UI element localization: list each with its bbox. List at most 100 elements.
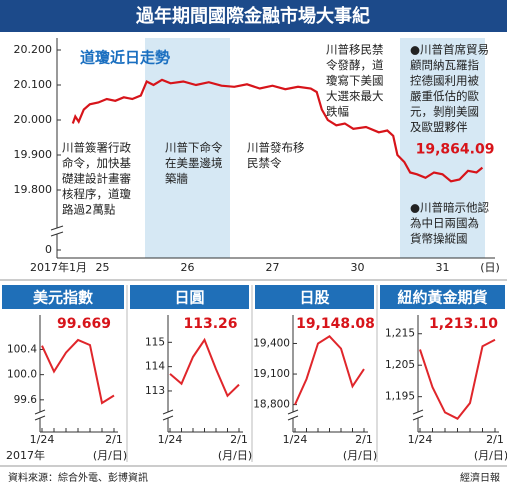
x-unit: (月/日) [474, 449, 507, 462]
annotation: 川普移民禁 [326, 43, 384, 57]
y-tick-label: 19.800 [14, 183, 53, 196]
x-tick-label: 2/1 [486, 433, 504, 446]
x-tick-label: 30 [351, 261, 365, 274]
y-tick-label: 100.4 [7, 343, 37, 355]
x-tick-label: 1/24 [283, 433, 308, 446]
y-tick-label: 20.000 [14, 113, 53, 126]
axis-break [288, 412, 298, 418]
y-tick-label: 20.100 [14, 78, 53, 91]
header-title: 過年期間國際金融市場大事紀 [136, 5, 370, 27]
panel-title: 紐約黃金期貨 [397, 289, 487, 307]
publisher: 經濟日報 [460, 471, 500, 484]
panel-title-band [130, 285, 249, 309]
annotation: 及歐盟夥伴 [410, 120, 468, 134]
axis-break-mark [412, 409, 424, 415]
value-label: 19,148.08 [296, 316, 375, 332]
axis-break-mark [287, 415, 299, 421]
axis-break [163, 412, 173, 418]
panel-title: 美元指數 [33, 289, 93, 307]
x-unit: (月/日) [93, 449, 127, 462]
y-tick-label: 1,215 [385, 328, 415, 340]
x-tick-label: 27 [266, 261, 280, 274]
panel-title: 日股 [299, 289, 330, 307]
axis-break [413, 412, 423, 418]
x-tick-label: 2/1 [355, 433, 373, 446]
annotation: 礎建設計畫審 [62, 172, 131, 186]
line [71, 78, 484, 183]
annotation: 控德國利用被 [410, 74, 479, 88]
axis-break-mark [287, 409, 299, 415]
y-tick-label: 19,400 [253, 337, 290, 349]
y-tick-label: 0 [45, 243, 52, 256]
series-name: 道瓊近日走勢 [80, 49, 170, 67]
line [419, 338, 496, 420]
annotation: 令發酵，道 [326, 58, 384, 72]
source: 資料來源：綜合外電、彭博資訊 [8, 471, 148, 484]
y-tick-label: 113 [145, 385, 165, 397]
annotation: 顧問納瓦羅指 [410, 58, 479, 72]
axis-break-mark [162, 409, 174, 415]
x-tick-label: 2/1 [230, 433, 248, 446]
x-tick-label: 1/24 [158, 433, 183, 446]
annotation: 命令，加快基 [62, 156, 131, 170]
y-tick-label: 99.6 [14, 394, 38, 406]
annotation: 築牆 [165, 172, 188, 186]
axis-break-mark [412, 415, 424, 421]
annotation: 路過2萬點 [62, 203, 116, 217]
line [41, 338, 115, 405]
y-tick-label: 19,100 [253, 368, 290, 380]
y-tick-label: 100.0 [7, 369, 37, 381]
annotation: 在美墨邊境 [165, 156, 223, 170]
annotation: 川普發布移 [247, 141, 305, 155]
x-tick-label: 25 [96, 261, 110, 274]
panel-title-band [2, 285, 124, 309]
x-tick-label: 26 [181, 261, 195, 274]
x-unit: (日) [480, 261, 500, 274]
value-label: 19,864.09 [416, 142, 495, 158]
y-tick-label: 1,195 [385, 391, 415, 403]
annotation: 川普下命令 [165, 141, 223, 155]
annotation: 民禁令 [247, 156, 282, 170]
value-label: 1,213.10 [429, 316, 498, 332]
x-prefix: 2017年 [6, 448, 45, 462]
axis-break-mark [50, 231, 64, 237]
annotation: 嚴重低估的歐 [410, 89, 479, 103]
annotation: 川普簽署行政 [62, 141, 131, 155]
line [294, 335, 365, 406]
annotation: 大選來最大 [326, 89, 384, 103]
y-tick-label: 18,800 [253, 399, 290, 411]
annotation: 瓊寫下美國 [326, 74, 384, 88]
axis-break-mark [34, 409, 46, 415]
header-band [0, 0, 507, 32]
line [169, 337, 240, 398]
annotation: 跌幅 [326, 105, 349, 119]
axis-break [51, 228, 63, 234]
panel-title-band [255, 285, 374, 309]
x-tick-label: 1/24 [408, 433, 433, 446]
annotation: 元，剝削美國 [410, 105, 479, 119]
annotation: 貨幣操縱國 [410, 232, 468, 246]
y-tick-label: 114 [145, 361, 165, 373]
panel-title-band [380, 285, 505, 309]
column-band [145, 38, 230, 258]
axis-break [35, 412, 45, 418]
x-prefix: 2017年1月 [30, 260, 87, 274]
x-unit: (月/日) [218, 449, 252, 462]
value-label: 99.669 [57, 316, 111, 332]
axis-break-mark [162, 415, 174, 421]
axis-break-mark [34, 415, 46, 421]
panel-title: 日圓 [174, 289, 204, 307]
annotation: 為中日兩國為 [410, 216, 479, 230]
y-tick-label: 1,205 [385, 359, 415, 371]
x-tick-label: 2/1 [105, 433, 123, 446]
x-tick-label: 1/24 [30, 433, 55, 446]
y-tick-label: 19.900 [14, 148, 53, 161]
y-tick-label: 115 [145, 336, 165, 348]
annotation: 核程序，道瓊 [62, 187, 131, 201]
annotation: ●川普暗示他認 [410, 201, 490, 215]
annotation: ●川普首席貿易 [410, 43, 489, 57]
value-label: 113.26 [183, 316, 237, 332]
axis-break-mark [50, 225, 64, 231]
column-band [400, 38, 485, 258]
